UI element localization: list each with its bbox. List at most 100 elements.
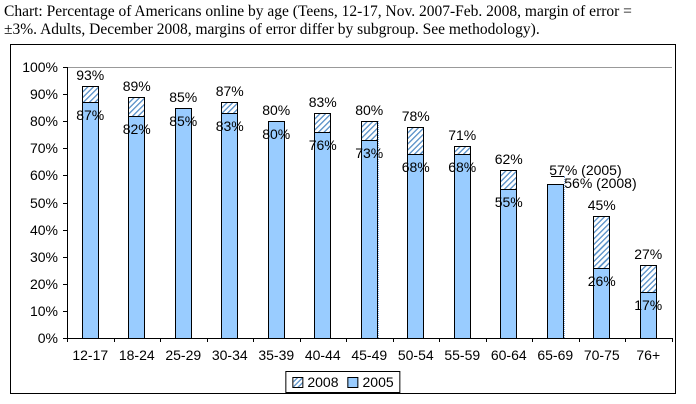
bar-label-2005-18-24: 82% bbox=[122, 120, 151, 137]
x-axis-tick bbox=[625, 338, 626, 342]
bar-12-17 bbox=[81, 85, 99, 338]
legend-item-2005: 2005 bbox=[347, 374, 394, 390]
bar-solid-2005-50-54 bbox=[408, 153, 424, 338]
bar-45-49 bbox=[360, 121, 378, 338]
legend: 2008 2005 bbox=[285, 371, 401, 393]
y-axis-label: 10% bbox=[29, 302, 58, 319]
x-axis-tick bbox=[392, 338, 394, 342]
bar-label-2005-40-44: 76% bbox=[308, 137, 337, 154]
bar-label-2005-65-69: 57% (2005) bbox=[549, 161, 622, 178]
y-axis-tick bbox=[63, 175, 67, 177]
bar-solid-2005-55-59 bbox=[454, 153, 470, 338]
bar-18-24 bbox=[128, 96, 146, 338]
bar-solid-2005-18-24 bbox=[129, 115, 145, 338]
bar-label-2008-12-17: 93% bbox=[76, 66, 105, 83]
bar-55-59 bbox=[453, 145, 471, 338]
bar-solid-2005-30-34 bbox=[222, 113, 238, 338]
x-axis-tick bbox=[253, 338, 254, 342]
x-axis-tick bbox=[671, 338, 673, 342]
bar-label-2008-70-75: 45% bbox=[587, 197, 616, 214]
x-axis-label-45-49: 45-49 bbox=[351, 347, 388, 363]
x-axis-label-76+: 76+ bbox=[636, 347, 661, 363]
bar-40-44 bbox=[314, 113, 332, 338]
bar-solid-2005-12-17 bbox=[82, 102, 98, 338]
y-axis-label: 50% bbox=[29, 194, 58, 211]
bar-label-2005-55-59: 68% bbox=[448, 158, 477, 175]
bar-label-2005-45-49: 73% bbox=[355, 145, 384, 162]
y-axis-label: 80% bbox=[29, 113, 58, 130]
y-axis-tick bbox=[63, 67, 67, 68]
y-axis-tick bbox=[63, 283, 67, 285]
legend-label-2008: 2008 bbox=[307, 374, 339, 390]
bar-solid-2005-60-64 bbox=[501, 188, 517, 338]
y-axis-tick bbox=[63, 94, 67, 96]
chart-title-line1: Chart: Percentage of Americans online by… bbox=[4, 3, 632, 20]
chart-title-line2: ±3%. Adults, December 2008, margins of e… bbox=[4, 21, 540, 38]
bar-label-2005-70-75: 26% bbox=[587, 272, 616, 289]
bar-label-2008-45-49: 80% bbox=[355, 102, 384, 119]
bar-25-29 bbox=[174, 107, 192, 338]
x-axis-label-35-39: 35-39 bbox=[258, 347, 295, 363]
y-axis-tick bbox=[63, 121, 67, 123]
leader-dotted-line bbox=[563, 175, 565, 338]
x-axis-tick bbox=[532, 338, 533, 342]
y-axis-label: 90% bbox=[29, 86, 58, 103]
bar-label-2008-65-69: 56% (2008) bbox=[564, 174, 637, 191]
y-axis-label: 60% bbox=[29, 167, 58, 184]
x-axis bbox=[67, 338, 672, 339]
bar-label-2008-60-64: 62% bbox=[494, 150, 523, 167]
bar-label-2008-40-44: 83% bbox=[308, 94, 337, 111]
bar-solid-2005-70-75 bbox=[594, 267, 610, 338]
y-axis-tick bbox=[63, 310, 67, 312]
y-axis-tick bbox=[63, 148, 67, 150]
bar-label-2008-76+: 27% bbox=[634, 245, 663, 262]
leader-dotted-line bbox=[377, 121, 379, 338]
y-axis-tick bbox=[63, 256, 67, 258]
bar-60-64 bbox=[500, 169, 518, 338]
bar-label-2008-30-34: 87% bbox=[215, 83, 244, 100]
legend-label-2005: 2005 bbox=[362, 374, 394, 390]
bar-solid-2005-76+ bbox=[640, 291, 656, 338]
x-axis-label-30-34: 30-34 bbox=[211, 347, 248, 363]
x-axis-label-60-64: 60-64 bbox=[490, 347, 527, 363]
bar-70-75 bbox=[593, 216, 611, 338]
x-axis-label-12-17: 12-17 bbox=[72, 347, 109, 363]
legend-swatch-2005-icon bbox=[347, 376, 359, 388]
gridline-100 bbox=[67, 67, 672, 68]
bar-35-39 bbox=[267, 121, 285, 338]
bar-label-2005-25-29: 85% bbox=[169, 112, 198, 129]
bar-label-2008-55-59: 71% bbox=[448, 126, 477, 143]
chart-frame: 2008 2005 0% 10% 20% 30% 40% 50% 60% 70% 80% 90% 1… bbox=[10, 44, 676, 394]
x-axis-tick bbox=[578, 338, 580, 342]
x-axis-tick bbox=[160, 338, 161, 342]
bar-label-2005-76+: 17% bbox=[634, 296, 663, 313]
x-axis-label-70-75: 70-75 bbox=[583, 347, 620, 363]
y-axis-label: 100% bbox=[22, 59, 58, 75]
x-axis-tick bbox=[113, 338, 115, 342]
legend-swatch-2008-icon bbox=[292, 376, 304, 388]
y-axis-label: 70% bbox=[29, 140, 58, 157]
bar-30-34 bbox=[221, 102, 239, 338]
legend-item-2008: 2008 bbox=[292, 374, 339, 390]
bar-76+ bbox=[639, 264, 657, 338]
y-axis bbox=[67, 67, 68, 338]
x-axis-label-25-29: 25-29 bbox=[165, 347, 202, 363]
x-axis-label-50-54: 50-54 bbox=[397, 347, 434, 363]
x-axis-tick bbox=[206, 338, 208, 342]
bar-solid-2005-40-44 bbox=[315, 132, 331, 338]
y-axis-label: 30% bbox=[29, 248, 58, 265]
y-axis-label: 40% bbox=[29, 221, 58, 238]
bar-label-2005-30-34: 83% bbox=[215, 118, 244, 135]
x-axis-tick bbox=[346, 338, 347, 342]
y-axis-label: 0% bbox=[37, 330, 58, 346]
x-axis-tick bbox=[439, 338, 440, 342]
y-axis-tick bbox=[63, 202, 67, 204]
bar-label-2008-25-29: 85% bbox=[169, 88, 198, 105]
bar-label-2005-12-17: 87% bbox=[76, 107, 105, 124]
x-axis-tick bbox=[485, 338, 487, 342]
x-axis-label-55-59: 55-59 bbox=[444, 347, 481, 363]
bar-solid-2005-45-49 bbox=[361, 140, 377, 338]
y-axis-tick bbox=[63, 229, 67, 231]
bar-label-2005-50-54: 68% bbox=[401, 158, 430, 175]
bar-65-69 bbox=[546, 183, 564, 338]
